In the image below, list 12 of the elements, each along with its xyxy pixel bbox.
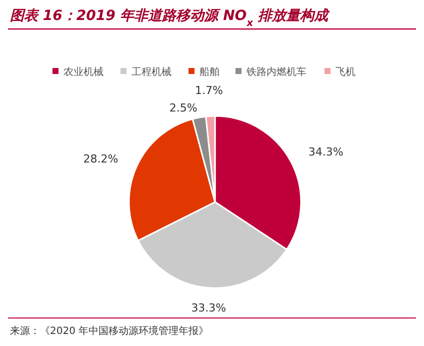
- data-label: 33.3%: [191, 302, 226, 315]
- legend-label: 飞机: [336, 66, 356, 78]
- data-label: 28.2%: [83, 152, 118, 166]
- data-label: 1.7%: [195, 84, 223, 98]
- legend-label: 铁路内燃机车: [246, 66, 306, 78]
- legend-label: 农业机械: [64, 66, 104, 78]
- source-note: 来源：《2020 年中国移动源环境管理年报》: [10, 325, 209, 337]
- data-label: 34.3%: [308, 146, 344, 159]
- legend-label: 船舶: [200, 66, 220, 78]
- chart-title: 图表 16：2019 年非道路移动源 NO$_{x}$ 排放量构成: [10, 8, 330, 28]
- legend-label: 工程机械: [132, 66, 172, 78]
- data-label: 2.5%: [169, 101, 198, 114]
